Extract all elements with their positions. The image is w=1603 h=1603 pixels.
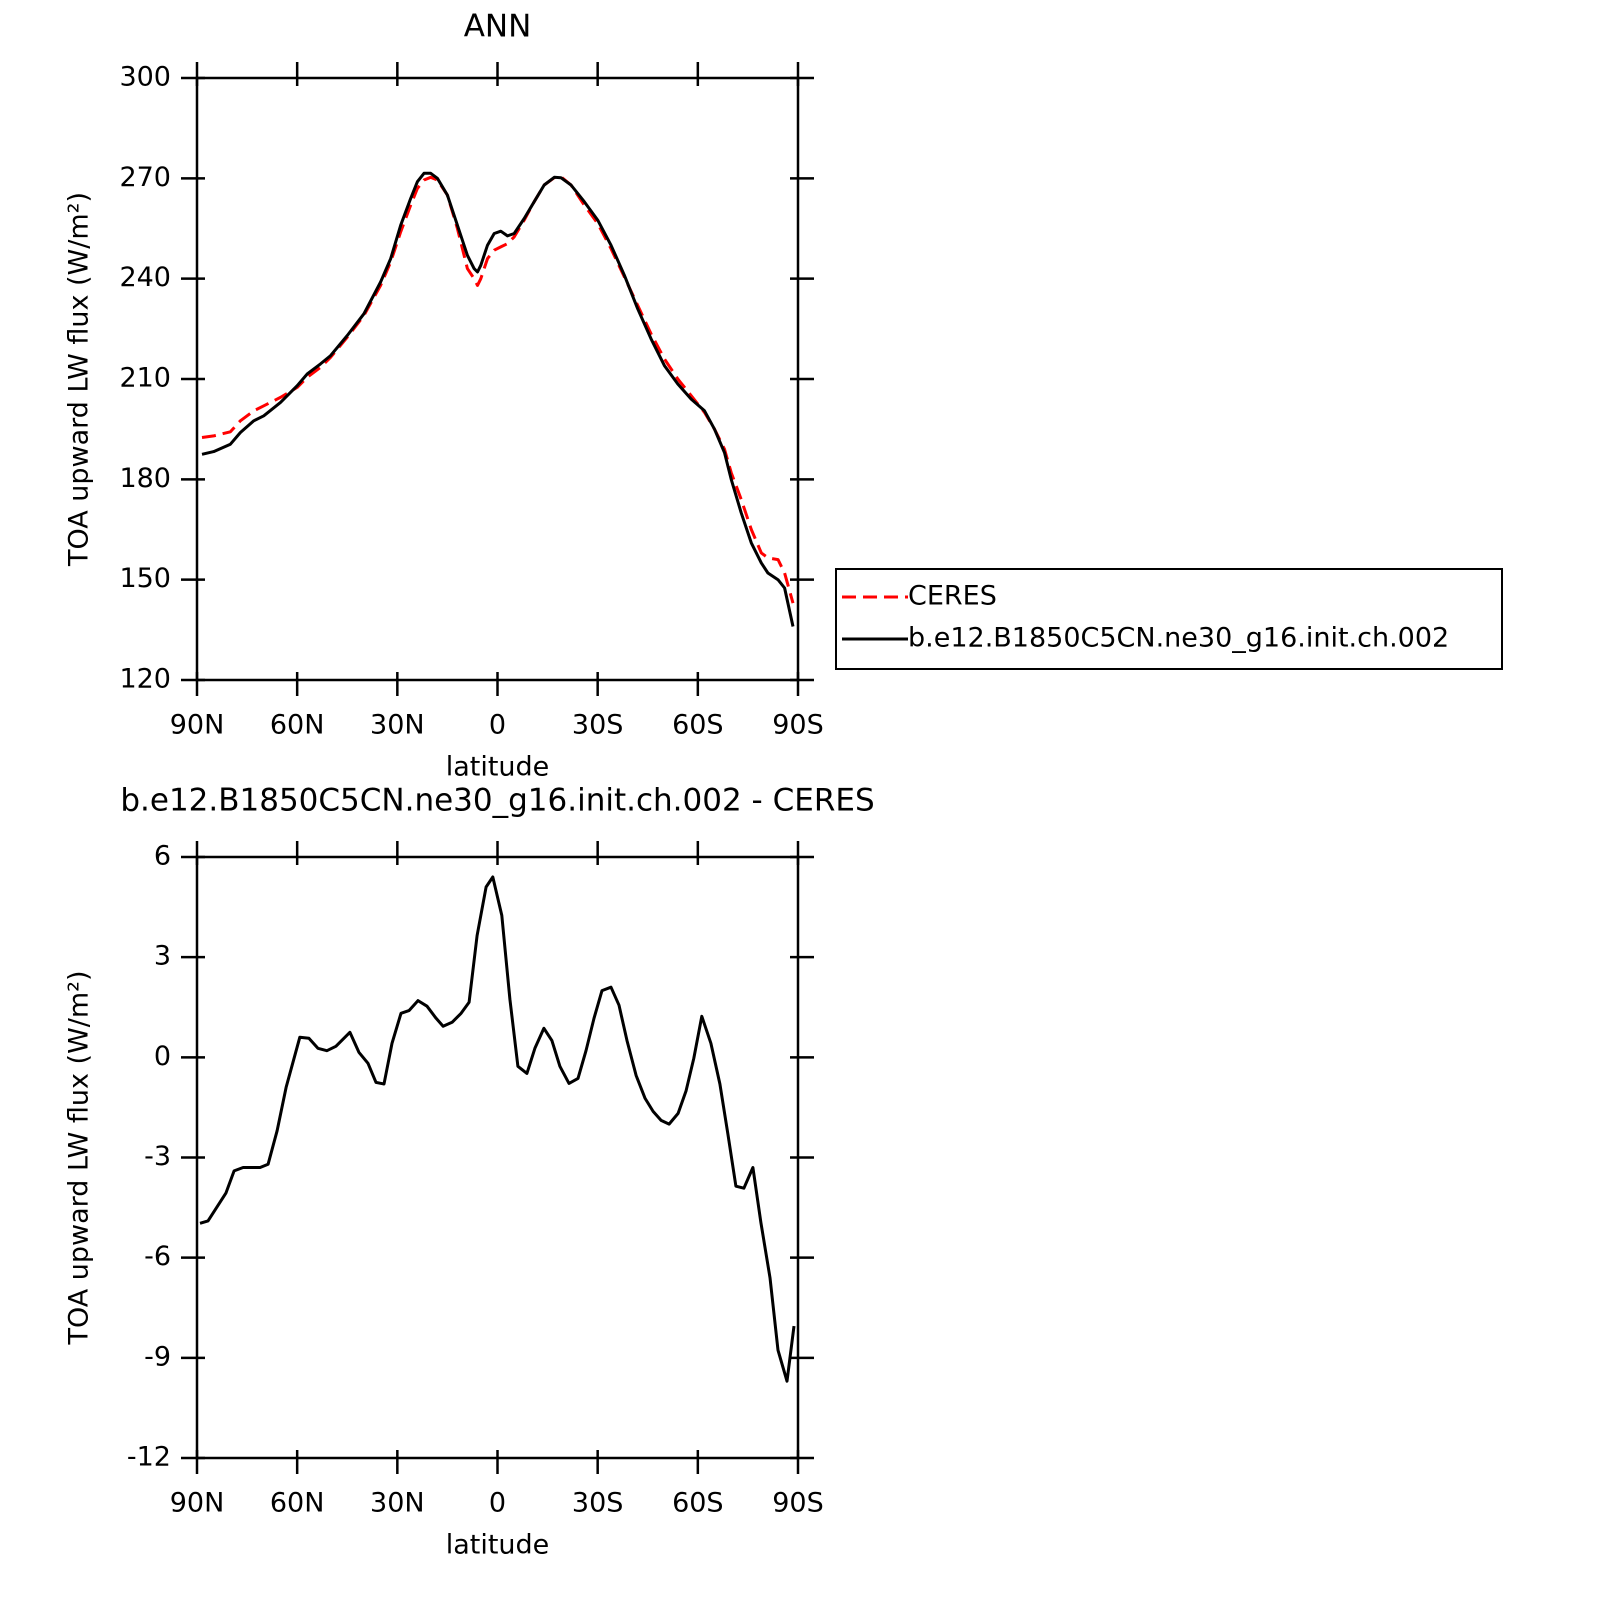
x-tick-label: 90S bbox=[772, 1488, 824, 1519]
legend-label: b.e12.B1850C5CN.ne30_g16.init.ch.002 bbox=[908, 623, 1449, 654]
y-axis-label: TOA upward LW flux (W/m²) bbox=[64, 192, 95, 567]
data-line bbox=[201, 171, 795, 627]
x-tick-label: 60N bbox=[270, 1488, 325, 1519]
plot-frame bbox=[195, 855, 800, 1460]
legend-label: CERES bbox=[908, 581, 997, 612]
x-axis-label: latitude bbox=[446, 1530, 550, 1561]
data-line bbox=[201, 175, 795, 604]
x-tick-label: 0 bbox=[489, 1488, 506, 1519]
x-tick-label: 30S bbox=[572, 1488, 624, 1519]
x-tick-label: 60N bbox=[270, 710, 325, 741]
y-tick-label: 180 bbox=[119, 463, 171, 494]
y-tick-label: 300 bbox=[119, 62, 171, 93]
x-tick-label: 0 bbox=[489, 710, 506, 741]
y-tick-label: 210 bbox=[119, 363, 171, 394]
y-tick-label: 3 bbox=[154, 941, 171, 972]
y-tick-label: 6 bbox=[154, 841, 171, 872]
y-axis-label: TOA upward LW flux (W/m²) bbox=[64, 970, 95, 1345]
x-tick-label: 30S bbox=[572, 710, 624, 741]
x-tick-label: 30N bbox=[370, 710, 425, 741]
y-tick-label: 120 bbox=[119, 664, 171, 695]
y-tick-label: -3 bbox=[144, 1141, 171, 1172]
x-axis-label: latitude bbox=[446, 752, 550, 783]
y-tick-label: -6 bbox=[144, 1241, 171, 1272]
y-tick-label: -9 bbox=[144, 1341, 171, 1372]
x-tick-label: 30N bbox=[370, 1488, 425, 1519]
data-line bbox=[199, 875, 796, 1383]
y-tick-label: 150 bbox=[119, 563, 171, 594]
plot-frame bbox=[195, 76, 800, 682]
chart-title: ANN bbox=[464, 9, 532, 45]
y-tick-label: 240 bbox=[119, 262, 171, 293]
legend-box bbox=[835, 568, 1503, 670]
y-tick-label: -12 bbox=[127, 1442, 171, 1473]
x-tick-label: 60S bbox=[672, 1488, 724, 1519]
x-tick-label: 90N bbox=[170, 710, 225, 741]
x-tick-label: 60S bbox=[672, 710, 724, 741]
chart-title: b.e12.B1850C5CN.ne30_g16.init.ch.002 - C… bbox=[120, 783, 874, 819]
x-tick-label: 90S bbox=[772, 710, 824, 741]
y-tick-label: 270 bbox=[119, 162, 171, 193]
x-tick-label: 90N bbox=[170, 1488, 225, 1519]
y-tick-label: 0 bbox=[154, 1041, 171, 1072]
